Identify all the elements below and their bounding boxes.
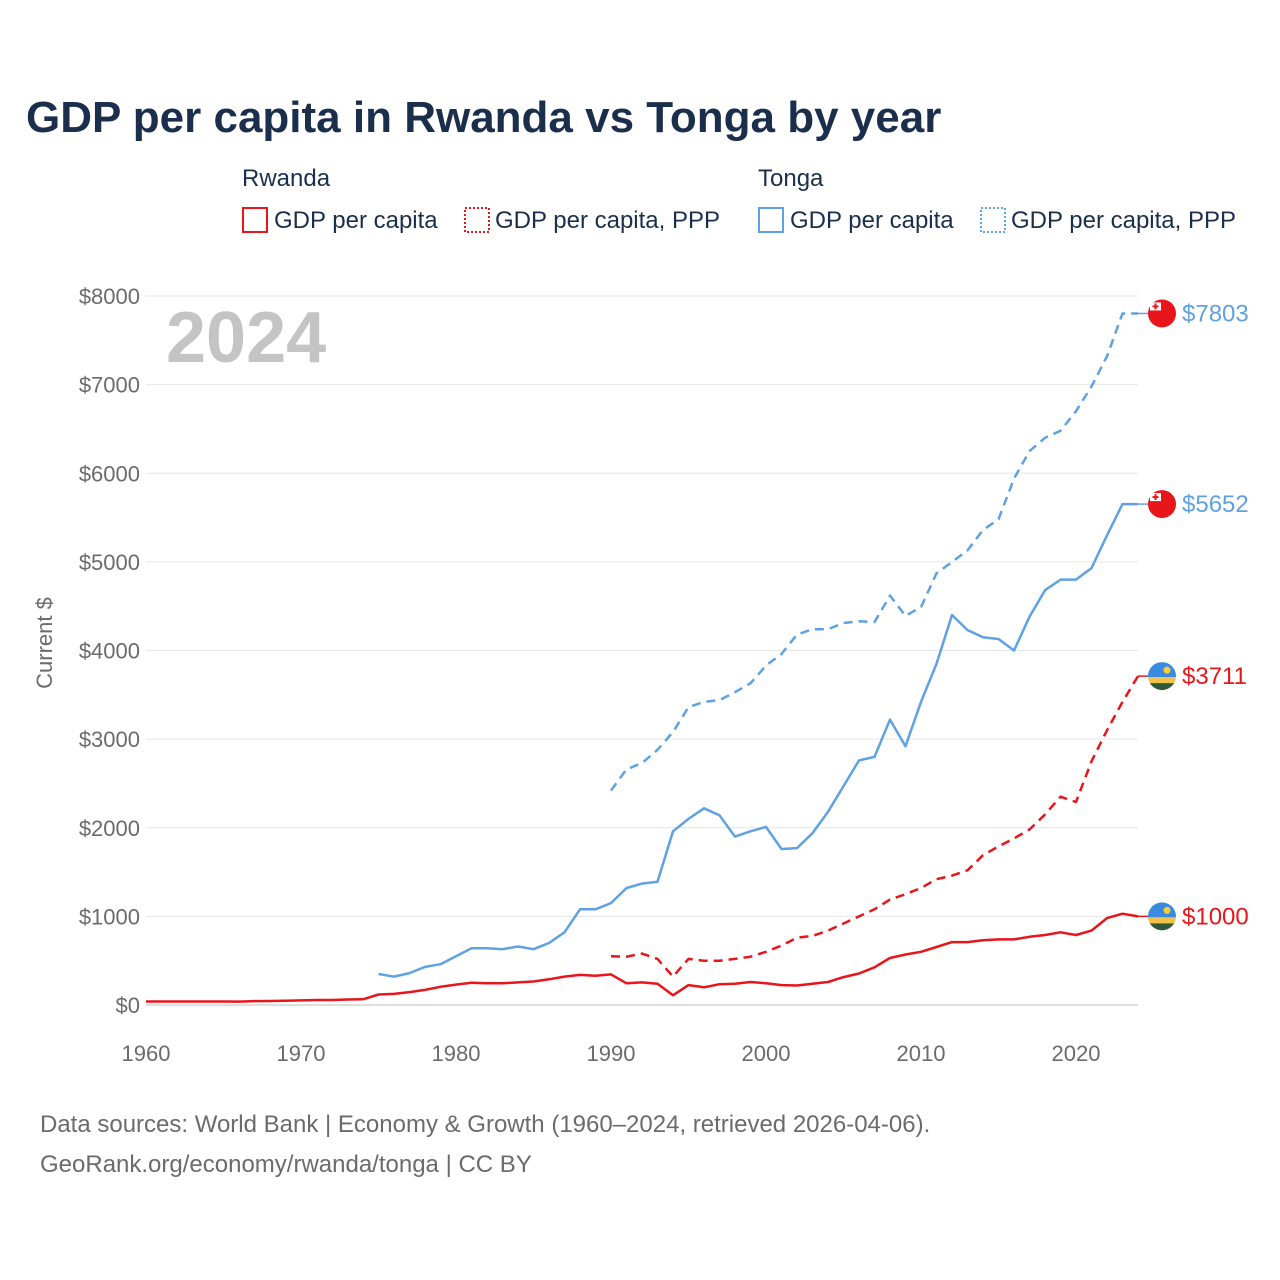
y-axis-label: Current $ [32,597,57,689]
y-tick-label: $5000 [79,550,140,575]
y-tick-label: $3000 [79,727,140,752]
series-line-rwanda_gdp [146,912,1139,1003]
legend-label-rwanda-gdp: GDP per capita [274,207,438,234]
tonga-flag-icon [1148,490,1176,519]
x-tick-label: 2010 [897,1041,946,1066]
legend-group-rwanda: Rwanda [242,165,331,192]
y-tick-label: $6000 [79,461,140,486]
end-label-rwanda_ppp: $3711 [1182,663,1247,690]
gridlines [146,295,1138,1006]
legend-label-tonga-gdp: GDP per capita [790,207,954,234]
x-tick-label: 1980 [432,1041,481,1066]
legend-swatch-rwanda-gdp [242,207,268,233]
y-tick-label: $8000 [79,284,140,309]
tonga-flag-icon [1148,299,1176,328]
y-tick-label: $7000 [79,373,140,398]
end-label-rwanda_gdp: $1000 [1182,903,1249,930]
source-line-1: Data sources: World Bank | Economy & Gro… [40,1111,930,1138]
x-tick-label: 2000 [742,1041,791,1066]
series-line-rwanda_ppp [610,675,1140,978]
year-watermark: 2024 [166,298,326,378]
x-tick-label: 2020 [1052,1041,1101,1066]
rwanda-flag-icon [1148,902,1176,931]
y-axis-ticks: $0 $1000 $2000 $3000 $4000 $5000 $6000 $7000 $80… [79,284,140,1018]
end-labels: $7803 $5652 $3711 $1000 [1148,299,1249,931]
y-tick-label: $2000 [79,816,140,841]
chart-title: GDP per capita in Rwanda vs Tonga by yea… [26,93,941,142]
y-tick-label: $4000 [79,639,140,664]
legend-label-tonga-ppp: GDP per capita, PPP [1011,207,1236,234]
y-tick-label: $0 [116,993,140,1018]
legend-group-tonga: Tonga [758,165,824,192]
end-label-tonga_ppp: $7803 [1182,300,1249,327]
series-lines [146,312,1150,1003]
source-line-2: GeoRank.org/economy/rwanda/tonga | CC BY [40,1151,532,1178]
x-tick-label: 1960 [122,1041,171,1066]
legend-swatch-rwanda-ppp [464,207,490,233]
rwanda-flag-icon [1148,662,1176,691]
series-line-tonga_gdp [378,502,1138,978]
legend-swatch-tonga-ppp [980,207,1006,233]
y-tick-label: $1000 [79,904,140,929]
end-label-tonga_gdp: $5652 [1182,491,1249,518]
series-line-tonga_ppp [609,312,1138,792]
legend-swatch-tonga-gdp [758,207,784,233]
x-tick-label: 1990 [587,1041,636,1066]
x-tick-label: 1970 [277,1041,326,1066]
legend: Rwanda GDP per capita GDP per capita, PP… [242,165,1236,234]
x-axis-ticks: 1960 1970 1980 1990 2000 2010 2020 [122,1041,1101,1066]
legend-label-rwanda-ppp: GDP per capita, PPP [495,207,720,234]
